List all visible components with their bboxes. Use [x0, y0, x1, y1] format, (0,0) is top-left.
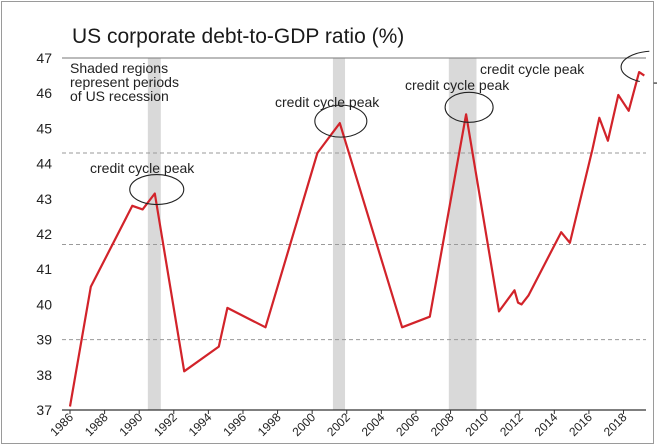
recession-note-line: Shaded regions [70, 60, 168, 76]
x-tick-label: 2002 [324, 410, 353, 439]
x-tick-label: 2016 [566, 410, 595, 439]
peak-circle [444, 91, 494, 123]
y-tick-label: 44 [36, 156, 52, 172]
y-tick-label: 39 [36, 332, 52, 348]
x-tick-label: 2012 [497, 410, 526, 439]
recession-note-line: represent periods [70, 74, 179, 90]
y-tick-label: 40 [36, 296, 52, 312]
peak-circle [129, 173, 185, 206]
recession-band [332, 58, 346, 410]
x-tick-label: 1994 [186, 410, 215, 439]
y-tick-label: 46 [36, 85, 52, 101]
y-tick-label: 41 [36, 261, 52, 277]
x-tick-label: 2004 [359, 410, 388, 439]
y-tick-label: 37 [36, 402, 52, 418]
x-tick-label: 2014 [532, 410, 561, 439]
y-tick-label: 43 [36, 191, 52, 207]
x-tick-label: 1992 [151, 410, 180, 439]
recession-band [448, 58, 477, 410]
x-tick-label: 2006 [393, 410, 422, 439]
x-tick-label: 2000 [290, 410, 319, 439]
peak-label: credit cycle peak [405, 77, 510, 93]
peak-circle [620, 50, 657, 84]
peak-label: credit cycle peak [480, 61, 585, 77]
chart-title: US corporate debt-to-GDP ratio (%) [72, 25, 404, 48]
x-axis-ticks: 1986 1988 1990 1992 1994 1996 1998 2000 2002 2004… [47, 410, 630, 439]
debt-to-gdp-line [68, 71, 645, 407]
peak-circle [314, 104, 368, 138]
x-tick-label: 2018 [601, 410, 630, 439]
y-axis-ticks: 37 38 39 40 41 42 43 44 45 46 47 [36, 50, 52, 418]
y-tick-label: 42 [36, 226, 52, 242]
x-tick-label: 1990 [117, 410, 146, 439]
recession-note-line: of US recession [70, 88, 169, 104]
recession-bands [147, 58, 477, 410]
recession-band [147, 58, 161, 410]
x-tick-label: 1988 [82, 410, 111, 439]
gridlines [62, 152, 646, 341]
y-tick-label: 38 [36, 367, 52, 383]
x-tick-label: 2010 [462, 410, 491, 439]
peak-label: credit cycle peak [90, 160, 195, 176]
peak-label: credit cycle peak [275, 94, 380, 110]
x-tick-label: 1998 [255, 410, 284, 439]
x-tick-label: 1996 [220, 410, 249, 439]
x-tick-label: 2008 [428, 410, 457, 439]
y-tick-label: 45 [36, 120, 52, 136]
y-tick-label: 47 [36, 50, 52, 66]
